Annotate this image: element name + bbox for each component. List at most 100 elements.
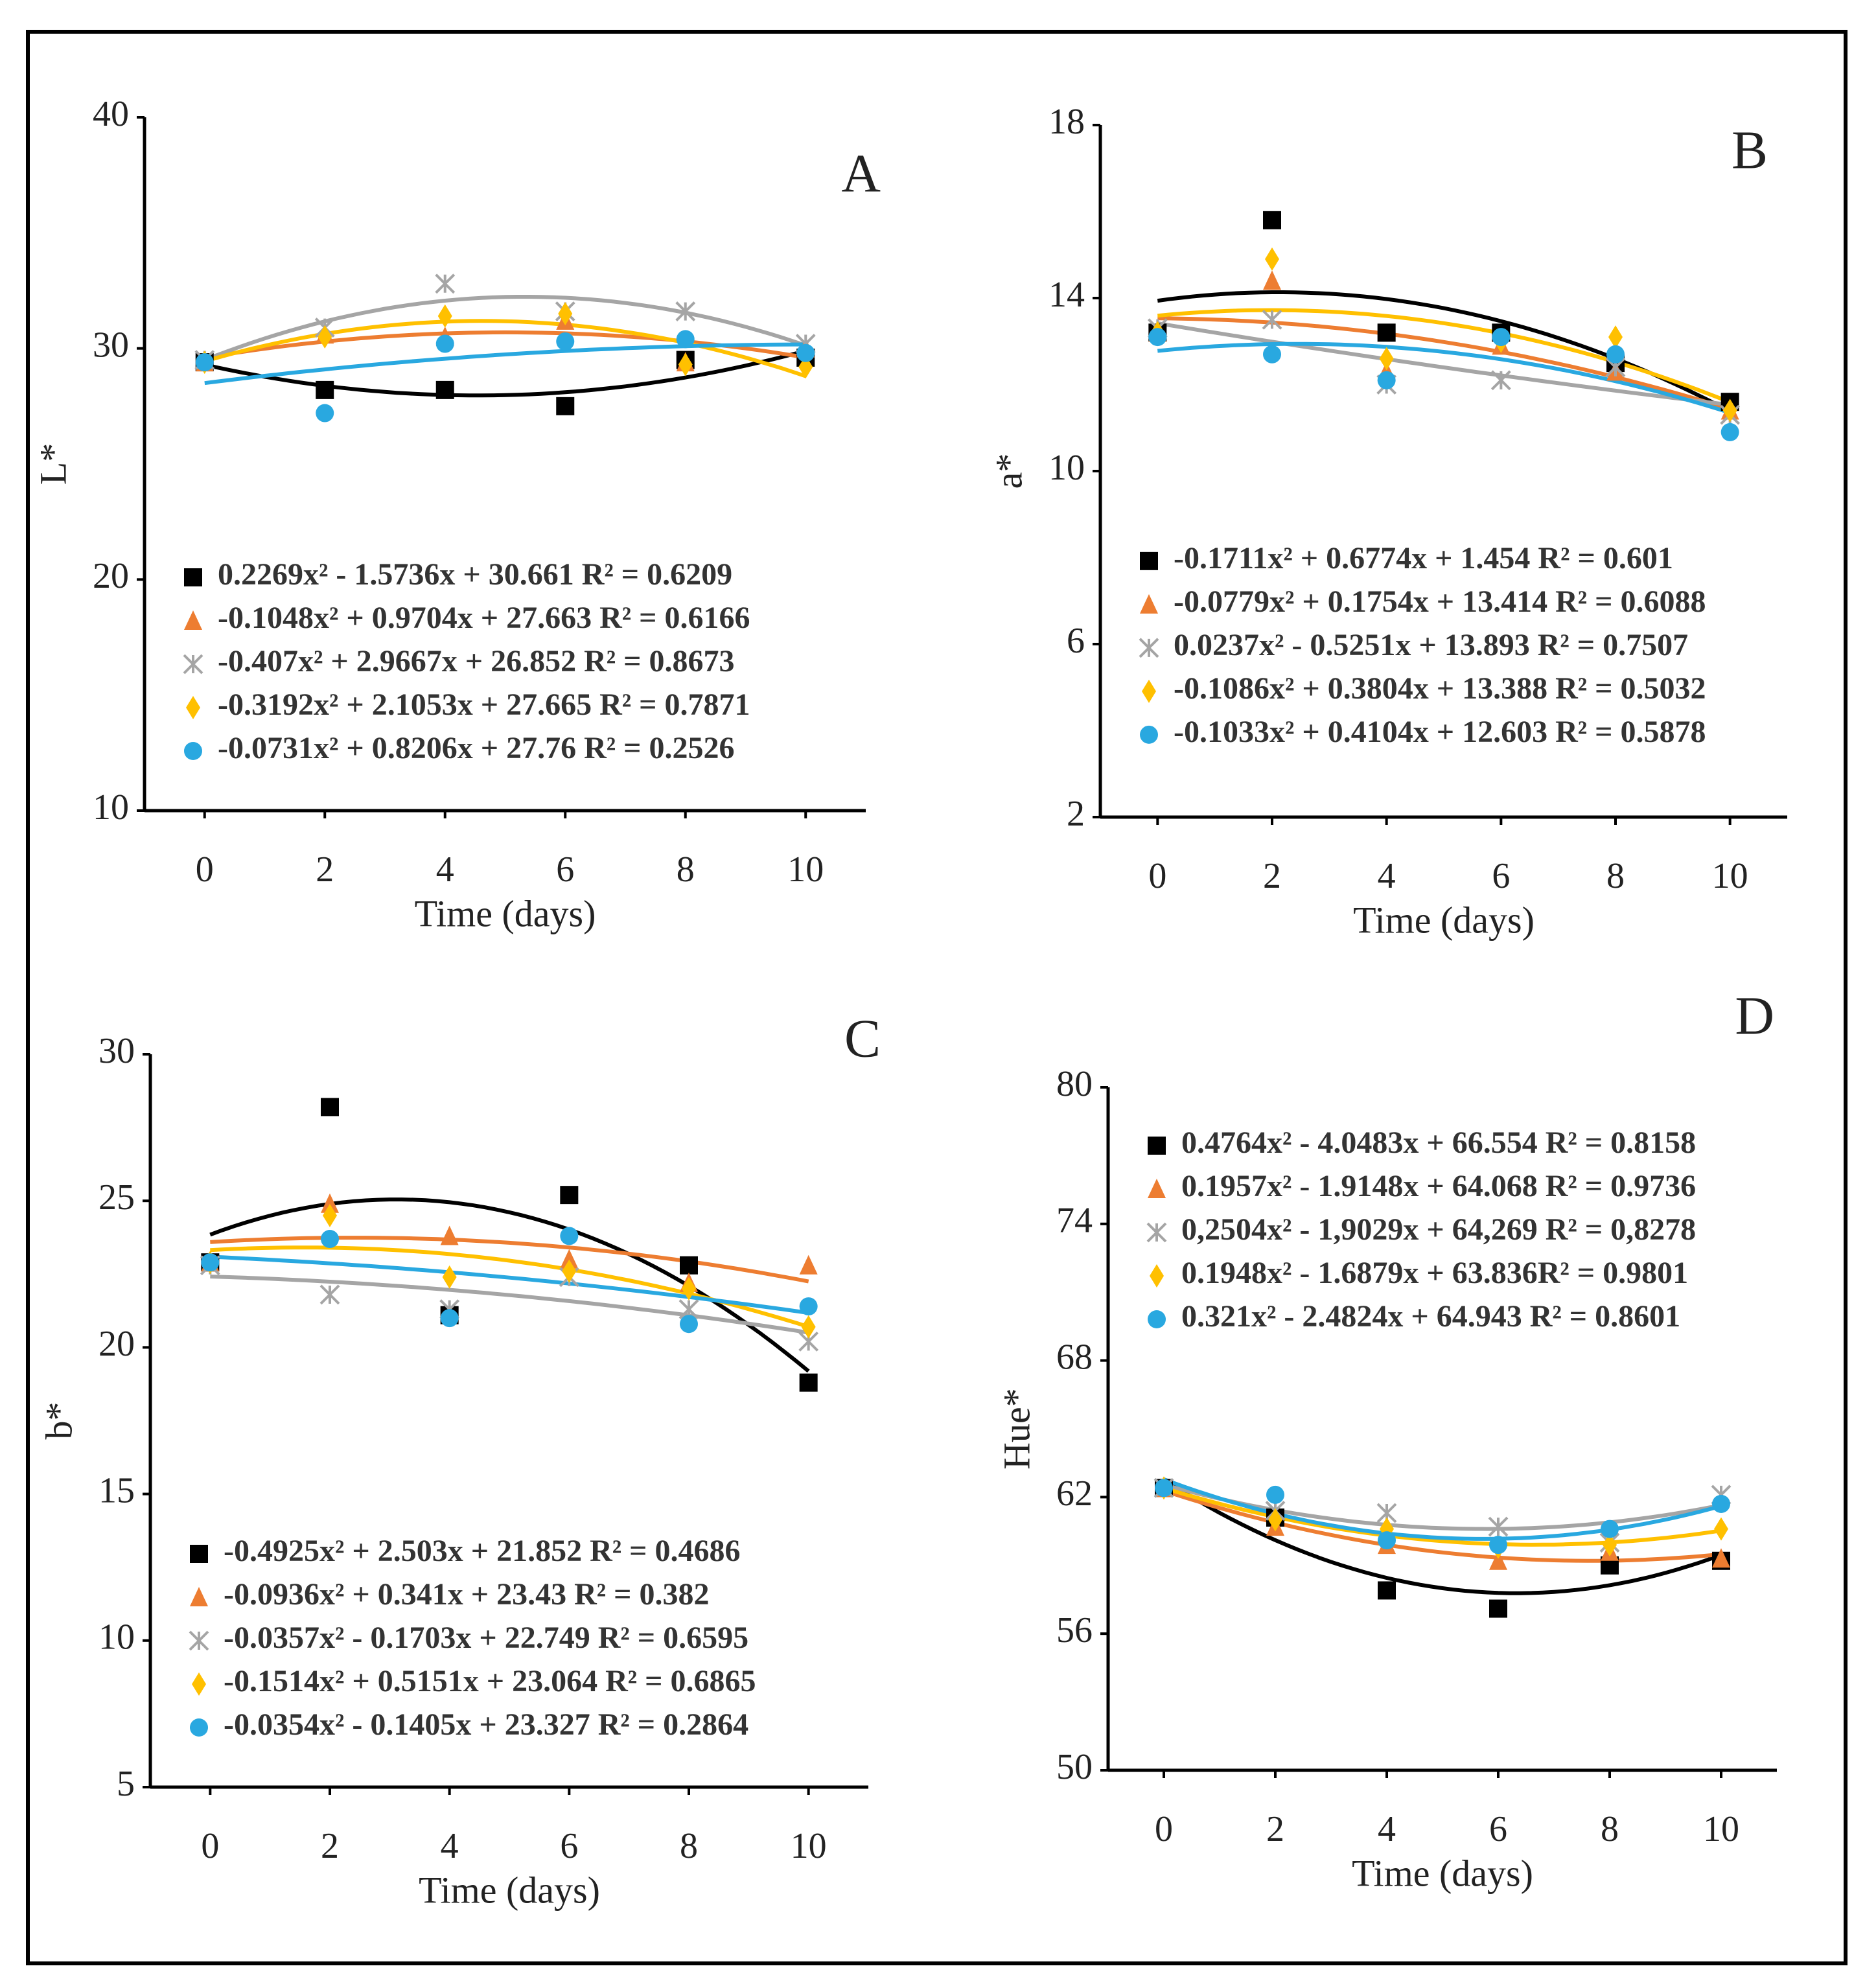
y-tick-label: 20 [93,556,129,596]
marker-circle [1489,1536,1507,1555]
x-tick-label: 10 [791,1826,827,1866]
marker-circle [1263,345,1281,364]
x-tick-label: 4 [1378,1809,1396,1849]
legend-label: 0.2269x² - 1.5736x + 30.661 R² = 0.6209 [218,557,732,592]
marker-circle [1148,1310,1166,1328]
trend-curve [1163,1488,1722,1563]
marker-circle [676,330,695,349]
y-tick-label: 10 [98,1617,135,1658]
marker-triangle [321,1193,339,1213]
x-tick-label: 6 [560,1826,578,1866]
marker-diamond [1603,1533,1617,1557]
legend-label: 0.1948x² - 1.6879x + 63.836R² = 0.9801 [1181,1256,1688,1290]
marker-square [1489,1599,1507,1618]
x-tick-label: 10 [1712,856,1748,896]
marker-diamond [437,304,452,328]
marker-star [1490,370,1511,391]
marker-circle [1266,1485,1284,1504]
marker-star [319,1284,340,1305]
marker-diamond [323,1203,337,1227]
y-axis-title: a* [988,454,1030,489]
marker-triangle [1489,1550,1507,1570]
marker-circle [195,353,214,372]
legend-label: -0.1033x² + 0.4104x + 12.603 R² = 0.5878 [1174,715,1706,749]
marker-circle [440,1309,459,1328]
panel-label: C [844,1008,881,1069]
trend-curve [210,1245,809,1329]
marker-circle [321,1230,339,1249]
marker-star [1488,1516,1509,1537]
marker-square [1148,1137,1166,1155]
trend-curve [204,330,806,360]
y-tick-label: 30 [93,325,129,365]
y-tick-label: 74 [1056,1201,1093,1241]
x-tick-label: 0 [196,850,214,890]
marker-diamond [1265,247,1279,271]
marker-circle [184,742,202,760]
marker-circle [1601,1520,1619,1538]
y-tick-label: 5 [117,1764,135,1804]
trend-curve [204,349,807,398]
y-tick-label: 14 [1048,275,1085,315]
x-tick-label: 8 [1606,856,1625,896]
y-tick-label: 25 [98,1177,135,1218]
y-tick-label: 62 [1056,1474,1093,1514]
x-tick-label: 2 [1266,1809,1284,1849]
y-axis-title: L* [32,443,74,485]
marker-circle [190,1718,208,1737]
frame [26,30,1848,1965]
x-tick-label: 0 [1148,856,1166,896]
y-axis-title: b* [38,1402,80,1440]
x-tick-label: 8 [680,1826,698,1866]
marker-triangle [1712,1548,1730,1568]
marker-square [560,1186,579,1205]
marker-square [1378,1581,1396,1600]
x-tick-label: 4 [441,1826,459,1866]
marker-circle [556,332,575,351]
y-tick-label: 15 [98,1470,135,1510]
marker-square [184,568,202,586]
marker-diamond [1379,347,1394,371]
legend-label: 0,2504x² - 1,9029x + 64,269 R² = 0,8278 [1181,1212,1696,1247]
x-tick-label: 6 [556,850,574,890]
legend-label: -0.0779x² + 0.1754x + 13.414 R² = 0.6088 [1174,584,1706,619]
marker-star [1139,638,1159,658]
marker-diamond [186,696,200,719]
marker-star [1262,309,1282,330]
marker-star [675,301,696,322]
marker-star [435,273,456,294]
marker-circle [435,334,454,353]
legend-label: -0.0731x² + 0.8206x + 27.76 R² = 0.2526 [218,731,734,765]
y-tick-label: 10 [1048,448,1085,488]
legend-label: -0.3192x² + 2.1053x + 27.665 R² = 0.7871 [218,688,750,722]
x-axis-title: Time (days) [1352,1852,1533,1894]
trend-curve [1157,321,1731,407]
marker-star [1146,1222,1167,1243]
marker-diamond [1268,1508,1282,1532]
marker-square [316,380,334,399]
marker-circle [799,1297,818,1316]
marker-circle [680,1315,698,1334]
legend-label: -0.0936x² + 0.341x + 23.43 R² = 0.382 [224,1577,709,1612]
marker-triangle [560,1249,579,1269]
marker-circle [1712,1494,1730,1513]
marker-circle [316,404,334,422]
y-tick-label: 18 [1048,102,1085,142]
marker-circle [1155,1479,1173,1497]
trend-curve [210,1254,809,1315]
marker-square [680,1256,698,1275]
legend-label: 0.4764x² - 4.0483x + 66.554 R² = 0.8158 [1181,1126,1696,1160]
x-tick-label: 0 [1155,1809,1173,1849]
marker-diamond [1722,399,1737,422]
trend-curve [209,1197,810,1373]
marker-square [190,1545,208,1563]
x-axis-title: Time (days) [419,1869,600,1911]
x-tick-label: 2 [1263,856,1281,896]
trend-curve [1157,341,1731,415]
x-axis-title: Time (days) [415,892,596,934]
marker-diamond [678,353,693,376]
marker-circle [1492,328,1511,347]
y-tick-label: 30 [98,1031,135,1071]
marker-star [189,1630,209,1651]
marker-triangle [190,1587,208,1606]
